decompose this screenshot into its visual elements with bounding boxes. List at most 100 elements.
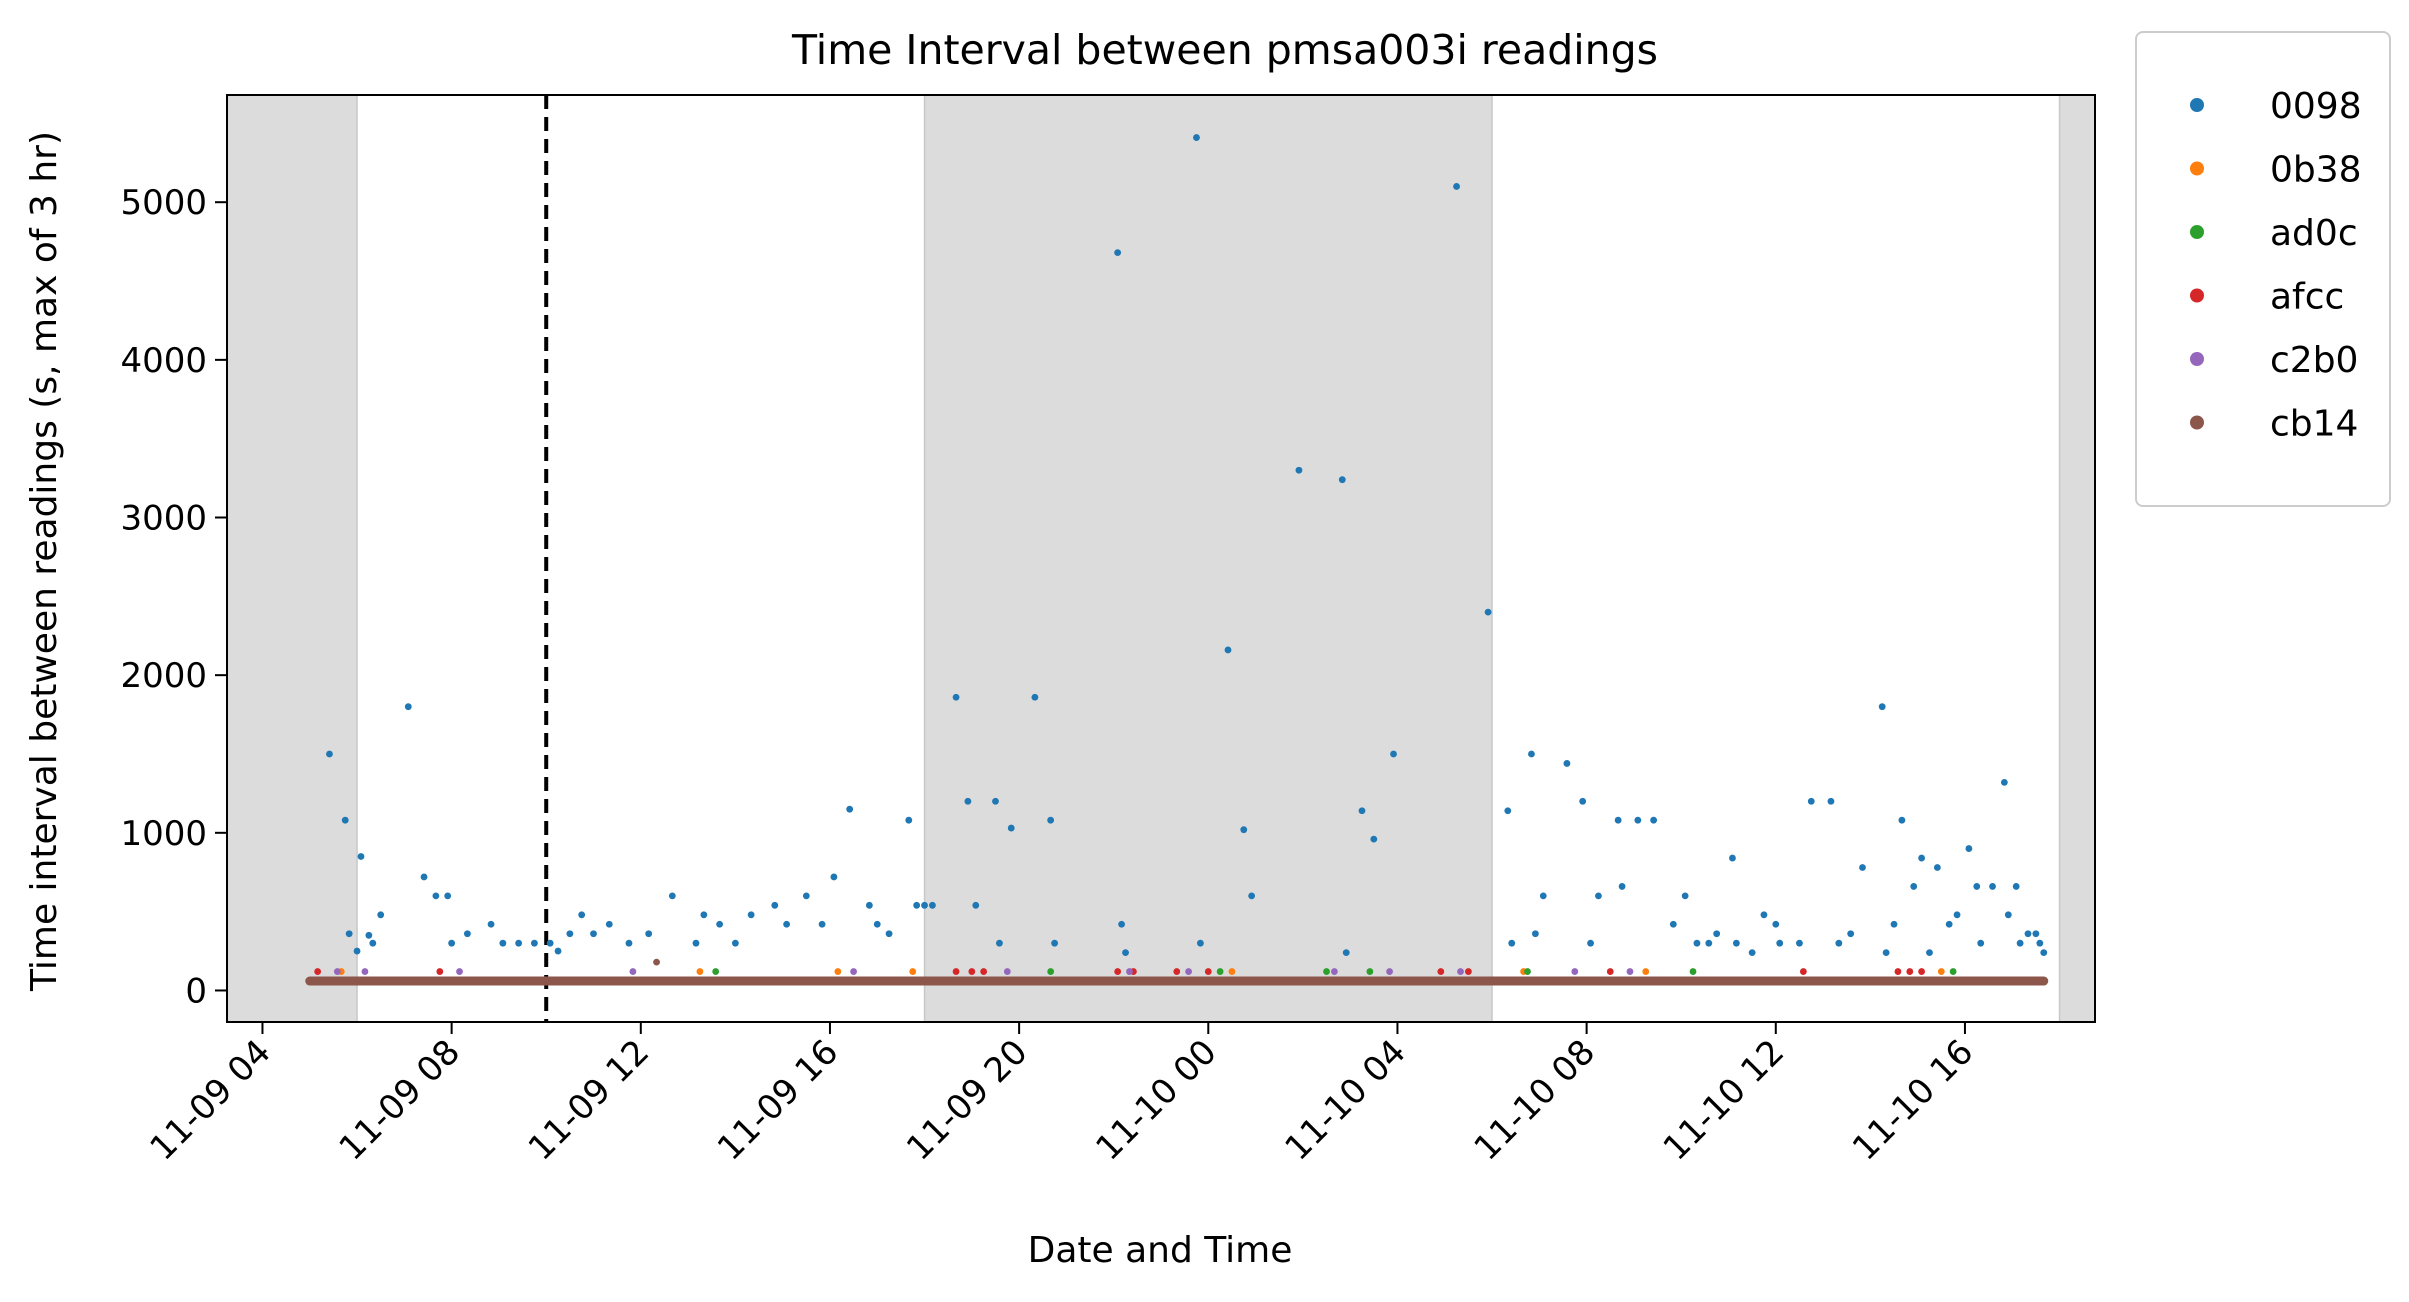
data-point-0b38	[834, 968, 842, 975]
data-point-0098	[1705, 939, 1713, 947]
legend-marker	[2190, 288, 2204, 303]
data-point-afcc	[1894, 968, 1902, 975]
data-point-0098	[1114, 249, 1122, 257]
data-point-0098	[1772, 920, 1780, 928]
x-tick-label: 11-09 12	[521, 1032, 657, 1168]
legend-marker	[2190, 98, 2204, 112]
data-point-0098	[1197, 939, 1204, 947]
data-point-c2b0	[1185, 968, 1192, 975]
data-point-0098	[1977, 939, 1985, 947]
data-point-0098	[1224, 646, 1232, 654]
data-point-0098	[1007, 824, 1015, 832]
data-point-0098	[1796, 939, 1803, 947]
data-point-0098	[2032, 930, 2040, 938]
data-point-cb14	[2040, 977, 2048, 985]
shaded-interval-2	[2058, 94, 2096, 1023]
data-point-0098	[420, 873, 428, 881]
shaded-regions	[226, 94, 2096, 1023]
data-point-ad0c	[1366, 968, 1374, 975]
x-tick-label: 11-09 20	[899, 1032, 1035, 1168]
data-point-0098	[1910, 883, 1918, 890]
legend-item-c2b0: c2b0	[2190, 340, 2358, 381]
x-tick-label: 11-09 16	[710, 1032, 846, 1168]
data-point-c2b0	[1331, 968, 1338, 975]
legend-marker	[2190, 352, 2204, 366]
data-point-0098	[692, 939, 700, 947]
series-ad0c	[712, 968, 1957, 975]
data-point-0098	[1878, 703, 1886, 711]
data-point-0098	[1338, 476, 1346, 484]
legend-label: afcc	[2270, 277, 2344, 318]
data-point-c2b0	[1003, 968, 1011, 975]
data-point-0b38	[1642, 968, 1650, 975]
data-point-c2b0	[1126, 968, 1133, 975]
data-point-0098	[818, 920, 826, 928]
shaded-interval-0	[226, 94, 358, 1023]
data-point-0098	[1713, 930, 1721, 938]
data-point-0098	[1453, 183, 1460, 190]
data-point-0098	[771, 901, 779, 909]
data-point-0098	[1047, 816, 1055, 824]
data-point-0098	[1595, 892, 1602, 900]
x-axis-label: Date and Time	[1028, 1230, 1293, 1271]
data-point-0098	[921, 901, 928, 909]
data-point-0098	[554, 947, 562, 955]
data-point-0098	[365, 931, 373, 939]
data-point-0098	[1193, 134, 1200, 141]
data-point-ad0c	[1949, 968, 1957, 975]
legend-item-afcc: afcc	[2190, 277, 2344, 318]
data-point-0098	[1918, 854, 1925, 862]
data-point-cb14	[653, 958, 660, 966]
data-point-0098	[668, 892, 676, 900]
data-point-0098	[448, 939, 456, 947]
legend: 0098 0b38 ad0c afcc c2b0 cb14	[2135, 31, 2391, 507]
data-point-0098	[566, 930, 574, 938]
legend-items: 0098 0b38 ad0c afcc c2b0 cb14	[2190, 86, 2362, 445]
data-point-0098	[1031, 693, 1039, 701]
data-point-ad0c	[1047, 968, 1055, 975]
data-point-c2b0	[629, 968, 637, 975]
data-point-c2b0	[333, 968, 341, 975]
data-point-0098	[2036, 939, 2044, 947]
data-point-0098	[731, 939, 739, 947]
data-point-0098	[1681, 892, 1689, 900]
data-point-0098	[1342, 949, 1350, 957]
data-point-0098	[625, 939, 633, 947]
legend-marker	[2190, 225, 2204, 239]
data-point-0098	[1953, 911, 1961, 919]
data-point-0098	[444, 892, 452, 900]
series-c2b0	[333, 968, 1634, 975]
data-point-0098	[1531, 930, 1539, 938]
data-point-ad0c	[712, 968, 720, 975]
data-point-ad0c	[1524, 968, 1531, 975]
data-point-0098	[2016, 939, 2024, 947]
data-point-0098	[345, 930, 353, 938]
legend-label: 0b38	[2270, 150, 2362, 191]
data-point-0098	[1051, 939, 1058, 947]
data-point-0098	[1732, 939, 1740, 947]
data-point-ad0c	[1216, 968, 1224, 975]
data-point-c2b0	[1626, 968, 1634, 975]
data-point-0098	[1965, 845, 1973, 852]
data-point-0098	[873, 920, 881, 928]
data-point-0098	[1248, 892, 1256, 900]
legend-marker	[2190, 161, 2204, 176]
data-point-0098	[1847, 930, 1855, 938]
data-point-c2b0	[1457, 968, 1464, 975]
data-point-0098	[1890, 920, 1898, 928]
data-point-0098	[1926, 949, 1933, 957]
data-point-0098	[369, 939, 377, 947]
data-point-0b38	[1937, 968, 1945, 975]
data-point-0098	[1776, 939, 1784, 947]
data-point-0098	[1614, 816, 1622, 824]
data-point-0098	[716, 920, 724, 928]
data-point-0098	[499, 939, 507, 947]
data-point-0098	[353, 947, 361, 955]
data-point-0098	[1973, 883, 1981, 890]
data-point-0098	[996, 939, 1003, 947]
data-point-0098	[1587, 939, 1594, 947]
data-point-0098	[1484, 608, 1492, 616]
x-axis-ticks: 11-09 04 11-09 08 11-09 12 11-09 16 11-09 20…	[142, 1022, 1981, 1168]
x-tick-label: 11-10 04	[1277, 1032, 1413, 1168]
data-point-0098	[700, 911, 708, 919]
